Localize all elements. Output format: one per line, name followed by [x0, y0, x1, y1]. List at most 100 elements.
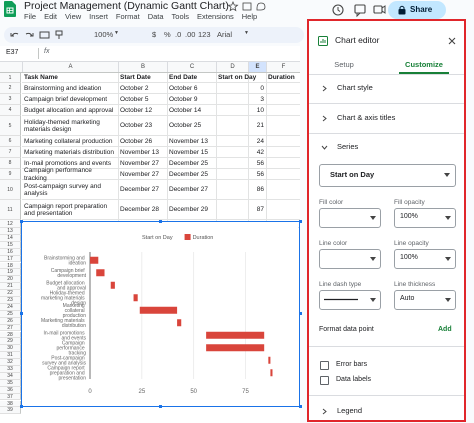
row-number[interactable]: 35: [0, 379, 21, 387]
cell[interactable]: 87: [256, 206, 264, 214]
cell[interactable]: November 13: [169, 137, 209, 145]
cell[interactable]: December 27: [169, 186, 209, 194]
cell[interactable]: October 23: [120, 122, 153, 130]
row-number[interactable]: 4: [0, 105, 21, 116]
cell[interactable]: 10: [256, 106, 264, 114]
column-letter[interactable]: C: [167, 62, 216, 72]
cell[interactable]: November 27: [120, 159, 160, 167]
tab[interactable]: Setup: [334, 60, 354, 69]
section-header[interactable]: Chart style: [337, 83, 373, 92]
row-number[interactable]: 39: [0, 407, 21, 415]
row-number[interactable]: 3: [0, 94, 21, 105]
row-number[interactable]: 36: [0, 386, 21, 394]
row-number[interactable]: 5: [0, 116, 21, 136]
row-number[interactable]: 29: [0, 338, 21, 346]
cell[interactable]: 3: [260, 95, 264, 103]
cell[interactable]: Holiday-themed marketing materials desig…: [24, 118, 100, 133]
cell[interactable]: December 27: [120, 186, 160, 194]
add-button[interactable]: Add: [438, 326, 452, 333]
cell[interactable]: 0: [260, 84, 264, 92]
cell[interactable]: Start Date: [120, 74, 151, 82]
field-box[interactable]: [319, 290, 381, 310]
field-value[interactable]: Auto: [400, 295, 415, 302]
menu-item[interactable]: View: [65, 12, 82, 21]
cell[interactable]: 56: [256, 159, 264, 167]
cell[interactable]: October 5: [120, 95, 149, 103]
menu-item[interactable]: Edit: [44, 12, 58, 21]
dropdown-value[interactable]: Start on Day: [330, 170, 375, 179]
menu-item[interactable]: Insert: [89, 12, 108, 21]
column-letter[interactable]: F: [266, 62, 300, 72]
row-number[interactable]: 27: [0, 324, 21, 332]
section-header[interactable]: Chart & axis titles: [337, 113, 396, 122]
menu-item[interactable]: Tools: [171, 12, 190, 21]
cell[interactable]: 56: [256, 170, 264, 178]
row-number[interactable]: 2: [0, 83, 21, 94]
cell[interactable]: Campaign performance tracking: [24, 167, 92, 182]
column-letter[interactable]: D: [216, 62, 248, 72]
cell[interactable]: December 29: [169, 206, 209, 214]
row-number[interactable]: 1: [0, 73, 21, 83]
row-number[interactable]: 37: [0, 393, 21, 401]
cell[interactable]: Brainstorming and ideation: [24, 84, 102, 92]
zoom-select[interactable]: 100%: [94, 30, 114, 39]
section-header[interactable]: Legend: [337, 406, 363, 415]
row-number[interactable]: 7: [0, 147, 21, 158]
cell[interactable]: October 2: [120, 84, 149, 92]
column-letter[interactable]: E: [248, 62, 266, 72]
menu-item[interactable]: Extensions: [197, 12, 234, 21]
row-number[interactable]: 12: [0, 220, 21, 228]
field-box[interactable]: [394, 208, 456, 228]
row-number[interactable]: 24: [0, 303, 21, 311]
menu-item[interactable]: Format: [115, 12, 140, 21]
checkbox-label[interactable]: Data labels: [336, 376, 372, 383]
row-number[interactable]: 26: [0, 317, 21, 325]
row-number[interactable]: 15: [0, 241, 21, 249]
row-number[interactable]: 10: [0, 180, 21, 200]
cell[interactable]: 21: [256, 122, 264, 130]
cell[interactable]: Post-campaign survey and analysis: [24, 182, 101, 197]
row-number[interactable]: 13: [0, 228, 21, 235]
row-number[interactable]: 6: [0, 136, 21, 147]
checkbox[interactable]: [320, 376, 329, 385]
cell[interactable]: Budget allocation and approval: [24, 106, 114, 114]
row-number[interactable]: 31: [0, 352, 21, 360]
cell[interactable]: In-mail promotions and events: [24, 159, 112, 167]
toolbar-button[interactable]: %: [164, 30, 171, 39]
cell[interactable]: October 25: [169, 122, 202, 130]
field-box[interactable]: [394, 249, 456, 269]
row-number[interactable]: 23: [0, 297, 21, 304]
series-dropdown[interactable]: [319, 164, 456, 187]
cell[interactable]: October 12: [120, 106, 153, 114]
cell[interactable]: November 27: [120, 170, 160, 178]
menu-item[interactable]: Help: [241, 12, 258, 21]
menu-item[interactable]: Data: [147, 12, 164, 21]
cell[interactable]: December 25: [169, 159, 209, 167]
row-number[interactable]: 19: [0, 269, 21, 277]
row-number[interactable]: 28: [0, 331, 21, 339]
cell[interactable]: 86: [256, 186, 264, 194]
cell[interactable]: November 15: [169, 148, 209, 156]
toolbar-button[interactable]: .0: [175, 30, 182, 39]
row-number[interactable]: 30: [0, 345, 21, 353]
menu-item[interactable]: File: [24, 12, 37, 21]
column-letter[interactable]: B: [118, 62, 167, 72]
toolbar-button[interactable]: .00: [185, 30, 196, 39]
cell[interactable]: October 14: [169, 106, 202, 114]
toolbar-button[interactable]: 123: [198, 30, 211, 39]
cell[interactable]: Marketing materials distribution: [24, 148, 114, 156]
field-box[interactable]: [319, 208, 381, 228]
field-box[interactable]: [394, 290, 456, 310]
row-number[interactable]: 14: [0, 234, 21, 242]
cell[interactable]: October 9: [169, 95, 198, 103]
cell[interactable]: Campaign brief development: [24, 95, 108, 103]
cell[interactable]: October 6: [169, 84, 198, 92]
cell[interactable]: November 13: [120, 148, 160, 156]
font-select[interactable]: Arial: [217, 30, 233, 39]
gantt-chart[interactable]: 0 25 50 75 Start on Day Duration Brainstorming…: [22, 222, 298, 406]
cell[interactable]: Task Name: [24, 74, 58, 82]
row-number[interactable]: 9: [0, 169, 21, 180]
checkbox-label[interactable]: Error bars: [336, 361, 368, 368]
cell[interactable]: December 28: [120, 206, 160, 214]
row-number[interactable]: 32: [0, 359, 21, 366]
